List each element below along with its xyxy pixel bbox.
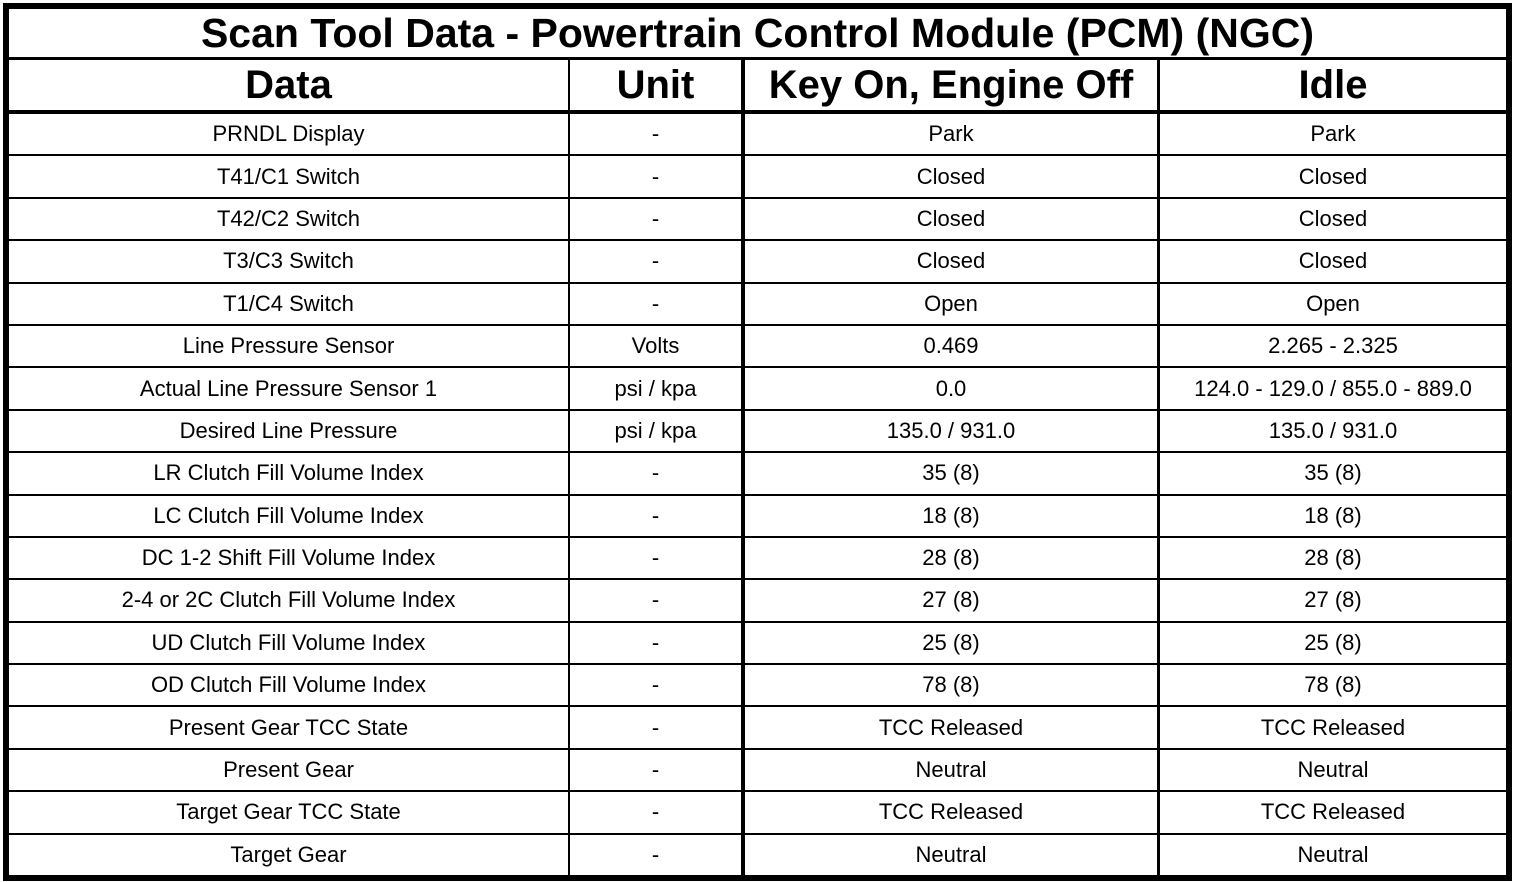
unit-cell: psi / kpa xyxy=(570,410,745,452)
key-on-engine-off-cell: Park xyxy=(745,114,1160,155)
key-on-engine-off-cell: 18 (8) xyxy=(745,495,1160,536)
table-row: LR Clutch Fill Volume Index -35 (8) 35 (8) xyxy=(9,453,1506,496)
unit-cell: - xyxy=(570,707,745,748)
column-header-unit: Unit xyxy=(570,60,745,110)
column-header-data: Data xyxy=(9,60,570,110)
idle-cell: Park xyxy=(1310,121,1356,147)
column-header-idle: Idle xyxy=(1298,62,1368,107)
idle-cell: Neutral xyxy=(1297,841,1369,867)
idle-cell: Closed xyxy=(1298,163,1368,189)
unit-cell: - xyxy=(570,198,745,240)
unit-cell: - xyxy=(570,792,745,833)
unit-cell: - xyxy=(570,283,745,324)
data-cell: T1/C4 Switch xyxy=(9,283,570,324)
key-on-engine-off-cell: 27 (8) xyxy=(745,580,1160,621)
unit-cell: Volts xyxy=(570,325,745,367)
data-cell: UD Clutch Fill Volume Index xyxy=(9,622,570,664)
data-cell: LC Clutch Fill Volume Index xyxy=(9,495,570,536)
data-cell: T42/C2 Switch xyxy=(9,198,570,240)
header-row: Data Unit Key On, Engine Off Idle xyxy=(9,60,1506,114)
table-row: Target Gear TCC State - TCC Released TCC Re… xyxy=(9,792,1506,835)
table-body: PRNDL Display - Park Park T41/C1 Switch - Clos… xyxy=(9,114,1506,876)
table-title: Scan Tool Data - Powertrain Control Modu… xyxy=(9,9,1506,60)
idle-cell: 78 (8) xyxy=(1304,672,1362,698)
table-row: T3/C3 Switch - Closed Closed xyxy=(9,241,1506,284)
table-row: DC 1-2 Shift Fill Volume Index -28 (8) 28 … xyxy=(9,537,1506,581)
idle-cell: Open xyxy=(1306,290,1360,316)
table-row: Present Gear - Neutral Neutral xyxy=(9,749,1506,793)
key-on-engine-off-cell: Neutral xyxy=(745,834,1160,876)
table-row: Actual Line Pressure Sensor 1 psi / kpa 0.… xyxy=(9,368,1506,411)
data-cell: Actual Line Pressure Sensor 1 xyxy=(9,368,570,409)
table-row: T41/C1 Switch - Closed Closed xyxy=(9,156,1506,199)
unit-cell: - xyxy=(570,834,745,876)
table-row: 2-4 or 2C Clutch Fill Volume Index -27 (8… xyxy=(9,580,1506,623)
data-cell: Line Pressure Sensor xyxy=(9,325,570,367)
key-on-engine-off-cell: Neutral xyxy=(745,749,1160,791)
key-on-engine-off-cell: 28 (8) xyxy=(745,537,1160,579)
table-row: OD Clutch Fill Volume Index -78 (8) 78 (8) xyxy=(9,665,1506,708)
idle-cell: TCC Released xyxy=(1260,799,1406,825)
idle-cell: Closed xyxy=(1298,248,1368,274)
data-cell: 2-4 or 2C Clutch Fill Volume Index xyxy=(9,580,570,621)
unit-cell: - xyxy=(570,622,745,664)
unit-cell: - xyxy=(570,580,745,621)
data-cell: OD Clutch Fill Volume Index xyxy=(9,665,570,706)
idle-cell: 35 (8) xyxy=(1304,460,1362,486)
scan-tool-data-table: Scan Tool Data - Powertrain Control Modu… xyxy=(3,3,1512,881)
unit-cell: - xyxy=(570,114,745,155)
column-header-key-on-engine-off: Key On, Engine Off xyxy=(745,60,1160,110)
key-on-engine-off-cell: 0.469 xyxy=(745,325,1160,367)
table-row: UD Clutch Fill Volume Index -25 (8) 25 (8) xyxy=(9,622,1506,666)
table-row: T1/C4 Switch - Open Open xyxy=(9,283,1506,326)
table-row: PRNDL Display - Park Park xyxy=(9,114,1506,157)
key-on-engine-off-cell: 25 (8) xyxy=(745,622,1160,664)
data-cell: Present Gear TCC State xyxy=(9,707,570,748)
data-cell: DC 1-2 Shift Fill Volume Index xyxy=(9,537,570,579)
unit-cell: - xyxy=(570,495,745,536)
unit-cell: - xyxy=(570,537,745,579)
table-row: T42/C2 Switch - Closed Closed xyxy=(9,198,1506,242)
idle-cell: 25 (8) xyxy=(1304,629,1362,655)
table-row: Desired Line Pressure psi / kpa 135.0 / 93… xyxy=(9,410,1506,454)
idle-cell: Neutral xyxy=(1297,757,1369,783)
table-row: Target Gear - Neutral Neutral xyxy=(9,834,1506,876)
data-cell: Desired Line Pressure xyxy=(9,410,570,452)
key-on-engine-off-cell: Closed xyxy=(745,241,1160,282)
idle-cell: 124.0 - 129.0 / 855.0 - 889.0 xyxy=(1194,375,1472,401)
table-row: Line Pressure Sensor Volts 0.469 2.265 - 2.… xyxy=(9,325,1506,369)
key-on-engine-off-cell: Closed xyxy=(745,198,1160,240)
idle-cell: 28 (8) xyxy=(1304,545,1362,571)
unit-cell: - xyxy=(570,241,745,282)
idle-cell: 135.0 / 931.0 xyxy=(1268,417,1398,443)
key-on-engine-off-cell: 35 (8) xyxy=(745,453,1160,494)
key-on-engine-off-cell: 78 (8) xyxy=(745,665,1160,706)
unit-cell: - xyxy=(570,156,745,197)
key-on-engine-off-cell: 0.0 xyxy=(745,368,1160,409)
table-row: LC Clutch Fill Volume Index -18 (8) 18 (8) xyxy=(9,495,1506,538)
table-row: Present Gear TCC State - TCC Released TCC R… xyxy=(9,707,1506,750)
key-on-engine-off-cell: Closed xyxy=(745,156,1160,197)
unit-cell: - xyxy=(570,665,745,706)
idle-cell: 2.265 - 2.325 xyxy=(1268,333,1398,359)
unit-cell: psi / kpa xyxy=(570,368,745,409)
idle-cell: 18 (8) xyxy=(1304,502,1362,528)
key-on-engine-off-cell: TCC Released xyxy=(745,707,1160,748)
idle-cell: TCC Released xyxy=(1260,714,1406,740)
idle-cell: 27 (8) xyxy=(1304,587,1362,613)
data-cell: Present Gear xyxy=(9,749,570,791)
key-on-engine-off-cell: 135.0 / 931.0 xyxy=(745,410,1160,452)
unit-cell: - xyxy=(570,453,745,494)
data-cell: T3/C3 Switch xyxy=(9,241,570,282)
key-on-engine-off-cell: TCC Released xyxy=(745,792,1160,833)
data-cell: T41/C1 Switch xyxy=(9,156,570,197)
data-cell: Target Gear xyxy=(9,834,570,876)
unit-cell: - xyxy=(570,749,745,791)
data-cell: LR Clutch Fill Volume Index xyxy=(9,453,570,494)
data-cell: Target Gear TCC State xyxy=(9,792,570,833)
data-cell: PRNDL Display xyxy=(9,114,570,155)
key-on-engine-off-cell: Open xyxy=(745,283,1160,324)
idle-cell: Closed xyxy=(1298,205,1368,231)
